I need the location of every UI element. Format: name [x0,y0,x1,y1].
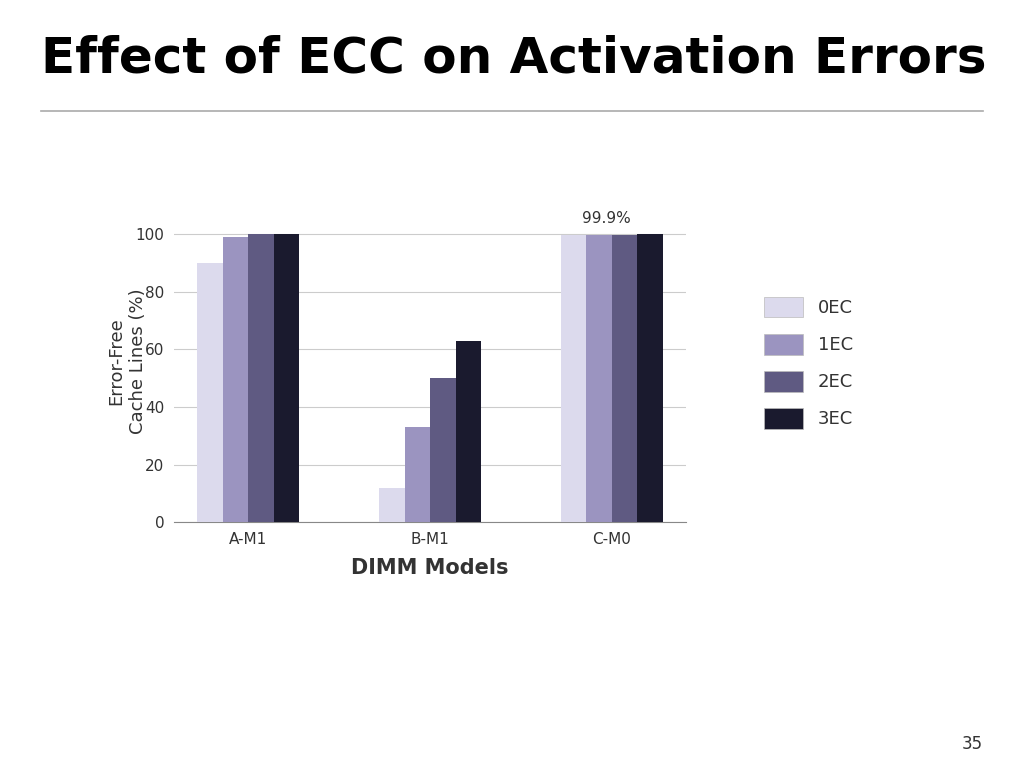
Text: Effect of ECC on Activation Errors: Effect of ECC on Activation Errors [41,35,986,83]
Bar [198,263,223,522]
X-axis label: DIMM Models: DIMM Models [351,558,509,578]
Bar [273,234,299,522]
Bar [587,234,612,522]
Bar [430,379,456,522]
Text: 35: 35 [962,735,983,753]
Bar [561,234,587,522]
Legend: 0EC, 1EC, 2EC, 3EC: 0EC, 1EC, 2EC, 3EC [757,290,860,436]
Bar [223,237,248,522]
Y-axis label: Error-Free
Cache Lines (%): Error-Free Cache Lines (%) [108,288,146,434]
Bar [248,234,273,522]
Text: 99.9%: 99.9% [582,210,631,226]
Bar [379,488,404,522]
Bar [456,341,481,522]
Bar [637,234,663,522]
Bar [404,427,430,522]
Bar [612,234,637,522]
